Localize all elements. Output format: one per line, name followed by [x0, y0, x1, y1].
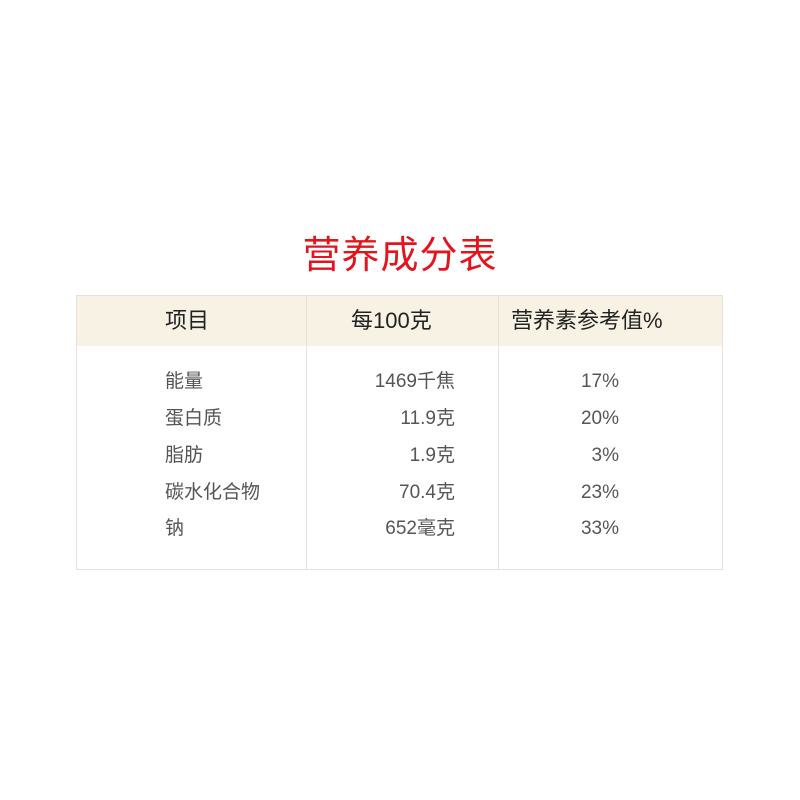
- cell-nrv: 20%: [580, 408, 619, 429]
- cell-nrv: 17%: [580, 371, 619, 392]
- cell-nrv: 23%: [580, 482, 619, 503]
- cell-nrv: 3%: [591, 445, 619, 466]
- column-divider: [306, 296, 307, 569]
- page-title: 营养成分表: [302, 235, 498, 277]
- cell-nrv: 33%: [580, 518, 619, 539]
- header-per100g: 每100克: [351, 308, 432, 333]
- cell-per100g: 1469千焦: [374, 371, 455, 392]
- cell-item: 碳水化合物: [165, 482, 261, 503]
- column-divider: [498, 296, 499, 569]
- table-header: [77, 296, 722, 346]
- cell-per100g: 70.4克: [399, 482, 455, 503]
- cell-item: 能量: [165, 371, 204, 392]
- cell-per100g: 652毫克: [385, 518, 455, 539]
- nutrition-table: 项目 每100克 营养素参考值% 能量 1469千焦 17% 蛋白质 11.9克 20% 脂…: [76, 295, 723, 570]
- header-nrv: 营养素参考值%: [511, 308, 663, 333]
- cell-item: 脂肪: [165, 445, 204, 466]
- cell-item: 蛋白质: [165, 408, 223, 429]
- cell-item: 钠: [165, 518, 185, 539]
- header-item: 项目: [165, 308, 210, 333]
- cell-per100g: 11.9克: [400, 408, 455, 429]
- cell-per100g: 1.9克: [409, 445, 455, 466]
